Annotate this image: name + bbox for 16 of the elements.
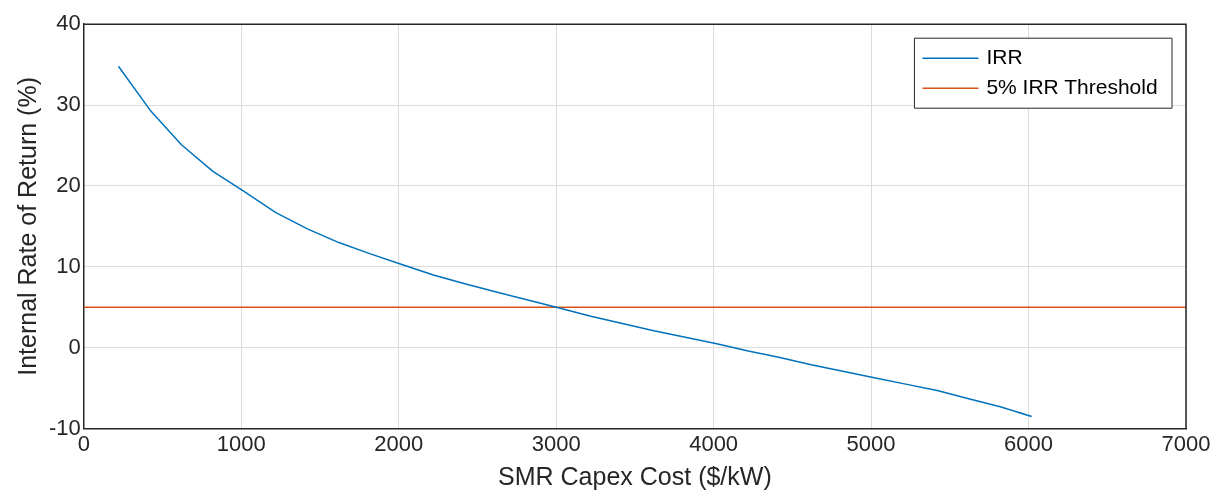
y-tick-label: 20 [56, 172, 81, 198]
y-tick-label: 40 [56, 10, 81, 36]
x-tick-label: 7000 [1161, 430, 1211, 456]
y-axis-title: Internal Rate of Return (%) [12, 77, 41, 376]
x-tick-label: 2000 [374, 430, 424, 456]
legend-label: IRR [986, 45, 1023, 68]
legend-label: 5% IRR Threshold [986, 75, 1158, 98]
y-tick-label: 10 [56, 252, 81, 278]
x-tick-label: 5000 [846, 430, 896, 456]
y-tick-label: 0 [68, 333, 81, 359]
y-tick-label: 30 [56, 91, 81, 117]
x-axis-title: SMR Capex Cost ($/kW) [498, 461, 772, 490]
x-tick-label: 6000 [1004, 430, 1054, 456]
x-tick-label: 4000 [689, 430, 739, 456]
x-tick-label: 1000 [216, 430, 266, 456]
x-tick-label: 3000 [531, 430, 581, 456]
